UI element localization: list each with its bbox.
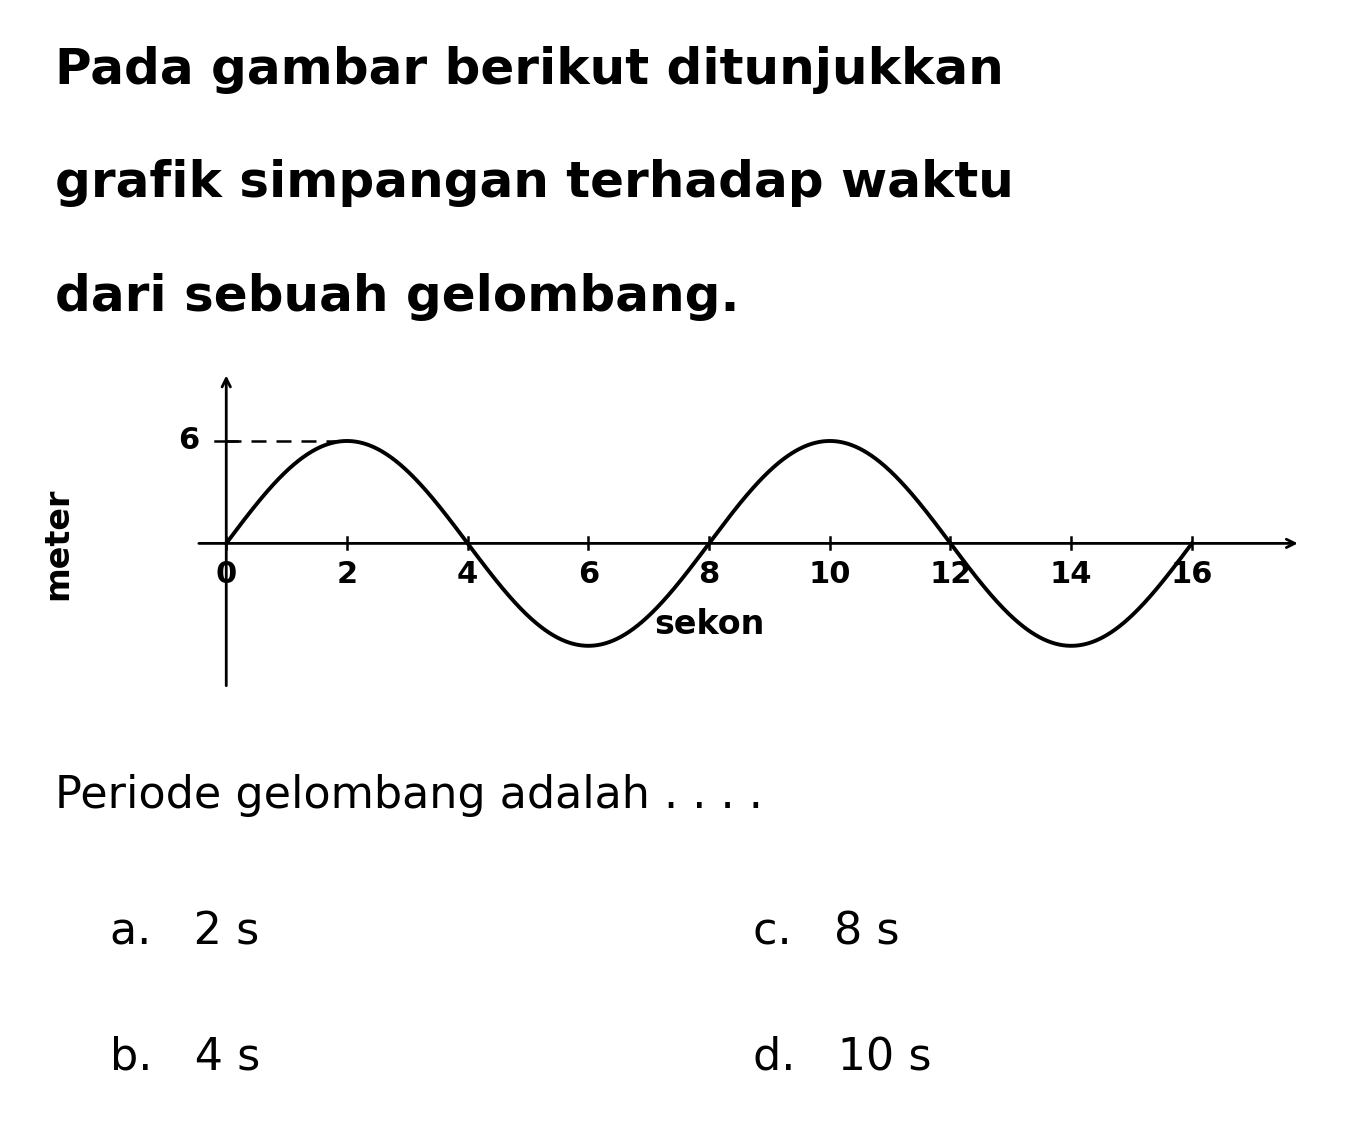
Text: 14: 14 — [1050, 561, 1092, 589]
Text: Pada gambar berikut ditunjukkan: Pada gambar berikut ditunjukkan — [55, 46, 1003, 93]
Text: a.   2 s: a. 2 s — [110, 910, 259, 954]
Text: d.   10 s: d. 10 s — [753, 1036, 931, 1079]
Text: 2: 2 — [337, 561, 357, 589]
Text: 12: 12 — [930, 561, 972, 589]
Text: 0: 0 — [216, 561, 237, 589]
Text: dari sebuah gelombang.: dari sebuah gelombang. — [55, 273, 739, 321]
Text: meter: meter — [41, 487, 74, 600]
Text: 16: 16 — [1170, 561, 1213, 589]
Text: sekon: sekon — [654, 608, 764, 641]
Text: c.   8 s: c. 8 s — [753, 910, 899, 954]
Text: 10: 10 — [809, 561, 852, 589]
Text: Periode gelombang adalah . . . .: Periode gelombang adalah . . . . — [55, 774, 763, 817]
Text: 8: 8 — [698, 561, 720, 589]
Text: 6: 6 — [578, 561, 600, 589]
Text: 4: 4 — [457, 561, 478, 589]
Text: grafik simpangan terhadap waktu: grafik simpangan terhadap waktu — [55, 159, 1013, 207]
Text: b.   4 s: b. 4 s — [110, 1036, 260, 1079]
Text: 6: 6 — [178, 427, 199, 455]
